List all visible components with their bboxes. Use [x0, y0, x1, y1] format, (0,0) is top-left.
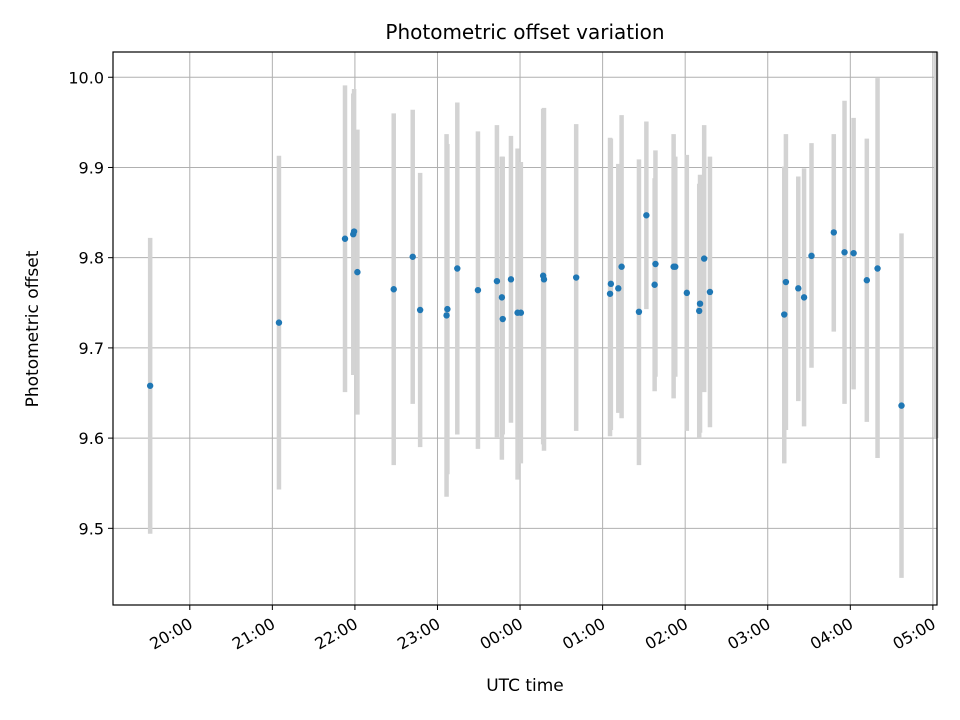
data-point	[416, 306, 424, 314]
data-point	[618, 263, 625, 270]
x-tick-label: 03:00	[724, 614, 773, 654]
error-bars	[147, 52, 939, 578]
y-tick-label: 9.8	[79, 249, 104, 268]
data-point	[652, 260, 659, 268]
x-tick-label: 01:00	[559, 614, 608, 654]
y-tick-label: 9.5	[79, 519, 104, 538]
plot-frame	[112, 51, 938, 606]
data-point	[800, 294, 808, 301]
data-point	[540, 276, 548, 283]
y-axis-label: Photometric offset	[23, 250, 43, 407]
x-tick-label: 05:00	[889, 614, 938, 654]
data-point	[350, 228, 358, 235]
data-point	[507, 276, 515, 283]
data-point	[850, 249, 857, 257]
data-point	[354, 268, 361, 276]
data-point	[474, 286, 482, 294]
data-point	[146, 382, 154, 389]
data-point	[606, 290, 614, 297]
data-point	[781, 311, 788, 318]
x-tick-label: 04:00	[807, 614, 856, 654]
chart-title: Photometric offset variation	[385, 20, 664, 44]
x-tick-label: 00:00	[477, 614, 526, 654]
data-point	[651, 281, 658, 288]
data-point	[409, 253, 416, 260]
y-tick-label: 9.6	[79, 429, 104, 448]
data-point	[275, 319, 283, 326]
data-point	[572, 274, 580, 281]
data-point	[830, 229, 837, 236]
data-point	[493, 277, 501, 285]
x-tick-label: 22:00	[311, 614, 360, 654]
x-tick-label: 02:00	[642, 614, 691, 654]
data-point	[706, 288, 714, 296]
x-axis-label: UTC time	[486, 676, 564, 696]
data-point	[517, 309, 525, 316]
data-point	[795, 285, 802, 292]
data-point	[696, 300, 704, 307]
data-point	[444, 305, 451, 313]
x-tick-label: 20:00	[146, 614, 195, 654]
data-point	[696, 307, 703, 315]
data-point	[672, 263, 679, 270]
data-point	[499, 315, 506, 323]
data-point	[498, 294, 506, 301]
x-axis-ticks: 20:00 21:00 22:00 23:00 00:00 01:00 02:00 03:00…	[146, 605, 939, 654]
y-axis-ticks: 9.5 9.6 9.7 9.8 9.9 10.0	[68, 68, 113, 538]
x-tick-label: 21:00	[229, 614, 278, 654]
data-point	[607, 280, 615, 288]
data-point	[454, 265, 461, 272]
y-tick-label: 10.0	[68, 68, 104, 87]
y-tick-label: 9.7	[79, 339, 104, 358]
data-point	[635, 308, 643, 316]
data-point	[443, 312, 450, 319]
y-tick-label: 9.9	[79, 158, 104, 177]
data-point	[841, 249, 848, 256]
data-point	[782, 278, 790, 286]
data-point	[898, 402, 905, 409]
data-point	[808, 252, 815, 260]
data-point	[643, 212, 650, 219]
data-point	[874, 265, 881, 272]
data-point	[683, 289, 691, 297]
data-point	[615, 285, 622, 292]
data-point	[700, 255, 708, 262]
data-points	[146, 212, 905, 409]
data-point	[863, 277, 871, 284]
x-tick-label: 23:00	[394, 614, 443, 654]
data-point	[341, 235, 349, 242]
data-point	[390, 286, 397, 293]
